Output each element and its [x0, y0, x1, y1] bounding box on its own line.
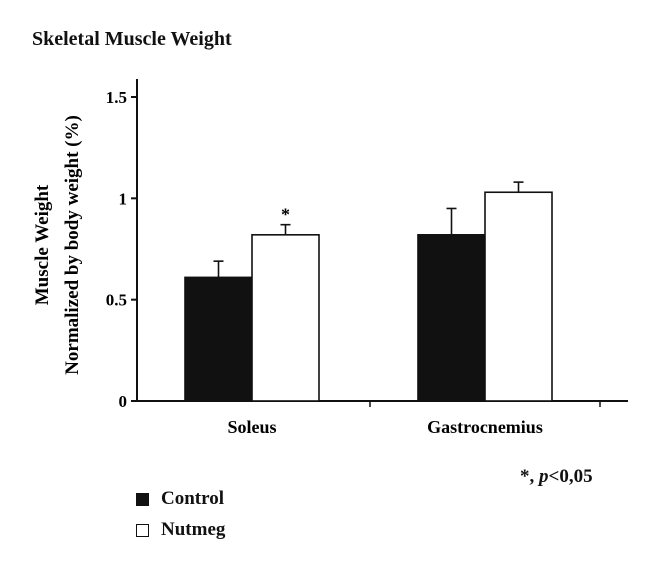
x-category-label: Gastrocnemius [427, 417, 543, 437]
y-axis-label-line1: Muscle Weight [32, 184, 53, 305]
significance-marker: * [281, 205, 290, 225]
y-tick-label: 1 [119, 189, 128, 208]
legend-item-nutmeg: Nutmeg [136, 519, 225, 541]
y-axis-label-line2: Normalized by body weight (%) [62, 115, 83, 375]
axis-labels: 0 0.5 1 1.5 Soleus Gastrocnemius Muscle Weight… [32, 88, 543, 437]
bar-control-gastrocnemius [417, 234, 486, 402]
sig-prefix: *, [520, 466, 539, 487]
bar-nutmeg-soleus [251, 234, 320, 402]
bar-nutmeg-gastrocnemius [484, 191, 553, 402]
sig-suffix: <0,05 [548, 466, 593, 487]
legend-label-nutmeg: Nutmeg [161, 519, 226, 540]
x-category-label: Soleus [227, 417, 276, 437]
y-tick-label: 0.5 [106, 291, 127, 310]
chart-title: Skeletal Muscle Weight [32, 28, 232, 50]
significance-note: *, p<0,05 [520, 466, 593, 488]
sig-p: p [539, 466, 549, 487]
legend-item-control: Control [136, 488, 224, 510]
legend-label-control: Control [161, 488, 224, 509]
legend-swatch-nutmeg [136, 523, 149, 537]
legend-swatch-control [136, 492, 149, 506]
bar-control-soleus [184, 276, 253, 402]
y-tick-label: 1.5 [106, 88, 127, 107]
y-tick-label: 0 [119, 392, 128, 411]
bars: * [184, 181, 553, 402]
